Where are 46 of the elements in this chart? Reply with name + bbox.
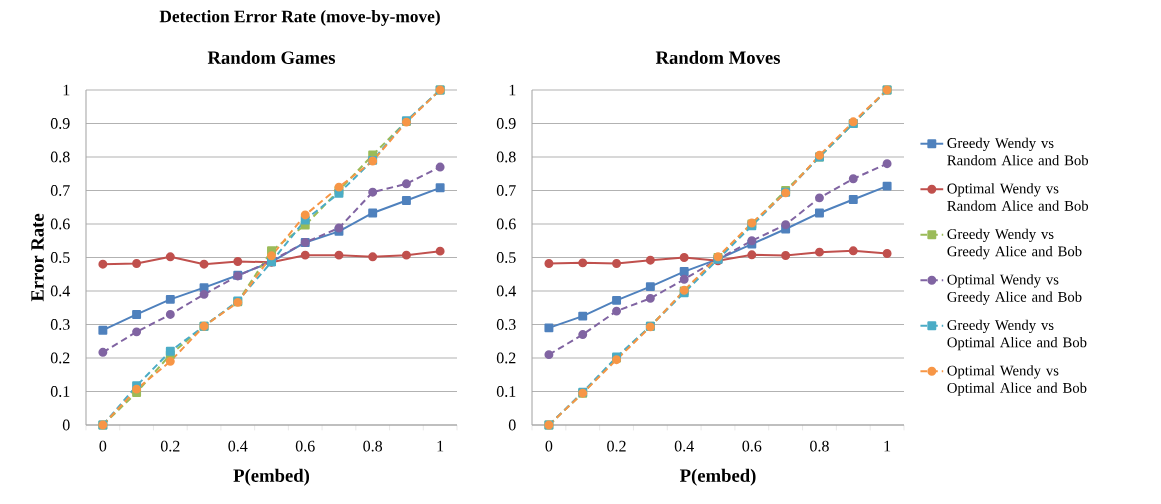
chart-title: Random Moves xyxy=(655,50,781,64)
x-tick-label: 0 xyxy=(545,440,553,452)
y-tick-label: 1 xyxy=(63,84,70,96)
y-tick-label: 0.9 xyxy=(496,118,516,129)
x-axis-title: P(embed) xyxy=(679,468,756,486)
x-tick-label: 1 xyxy=(437,440,444,452)
x-tick-label: 0.6 xyxy=(742,440,762,452)
y-tick-label: 0.2 xyxy=(50,352,70,364)
y-tick-label: 0.9 xyxy=(50,118,70,129)
y-tick-label: 0.4 xyxy=(50,285,71,297)
x-tick-label: 0.2 xyxy=(160,440,180,452)
legend-label: Greedy Wendy vs Greedy Alice and Bob xyxy=(947,228,1082,260)
y-tick-label: 0.3 xyxy=(496,319,516,330)
chart-subtitle: Random Games xyxy=(207,50,336,64)
x-tick-label: 0.8 xyxy=(810,440,829,452)
x-tick-label: 1 xyxy=(884,440,891,452)
y-tick-label: 0.3 xyxy=(50,319,70,330)
x-tick-label: 0.6 xyxy=(295,440,315,452)
y-tick-label: 0.5 xyxy=(50,252,70,263)
y-tick-label: 0.1 xyxy=(496,386,516,397)
y-tick-label: 0.7 xyxy=(50,185,70,196)
x-tick-label: 0.4 xyxy=(228,440,248,452)
y-tick-label: 0 xyxy=(62,419,70,431)
x-tick-label: 0.4 xyxy=(674,440,694,452)
x-tick-label: 0 xyxy=(99,440,107,452)
y-tick-label: 0.4 xyxy=(496,285,517,297)
x-tick-label: 0.8 xyxy=(363,440,383,452)
y-tick-label: 0.6 xyxy=(50,218,70,230)
legend-label: Optimal Wendy vs Greedy Alice and Bob xyxy=(947,274,1082,305)
x-axis-title: P(embed) xyxy=(233,468,310,486)
legend-label: Optimal Wendy vs Random Alice and Bob xyxy=(947,183,1089,211)
legend-label: Optimal Wendy vs Optimal Alice and Bob xyxy=(947,365,1087,396)
x-tick-label: 0.2 xyxy=(607,440,626,452)
y-tick-label: 0.7 xyxy=(496,185,516,196)
y-tick-label: 0.8 xyxy=(496,151,516,163)
y-tick-label: 0.1 xyxy=(50,386,70,397)
y-tick-label: 0.5 xyxy=(496,252,516,263)
y-tick-label: 0.2 xyxy=(496,352,516,364)
y-tick-label: 1 xyxy=(509,84,516,96)
chart-title: Detection Error Rate (move-by-move) xyxy=(159,10,440,26)
y-tick-label: 0.6 xyxy=(496,218,516,230)
legend-label: Greedy Wendy vs Random Alice and Bob xyxy=(947,137,1089,166)
y-tick-label: 0.8 xyxy=(50,151,70,163)
legend-label: Greedy Wendy vs Optimal Alice and Bob xyxy=(947,319,1087,351)
y-axis-title: Error Rate xyxy=(31,213,44,302)
y-tick-label: 0 xyxy=(508,419,516,431)
